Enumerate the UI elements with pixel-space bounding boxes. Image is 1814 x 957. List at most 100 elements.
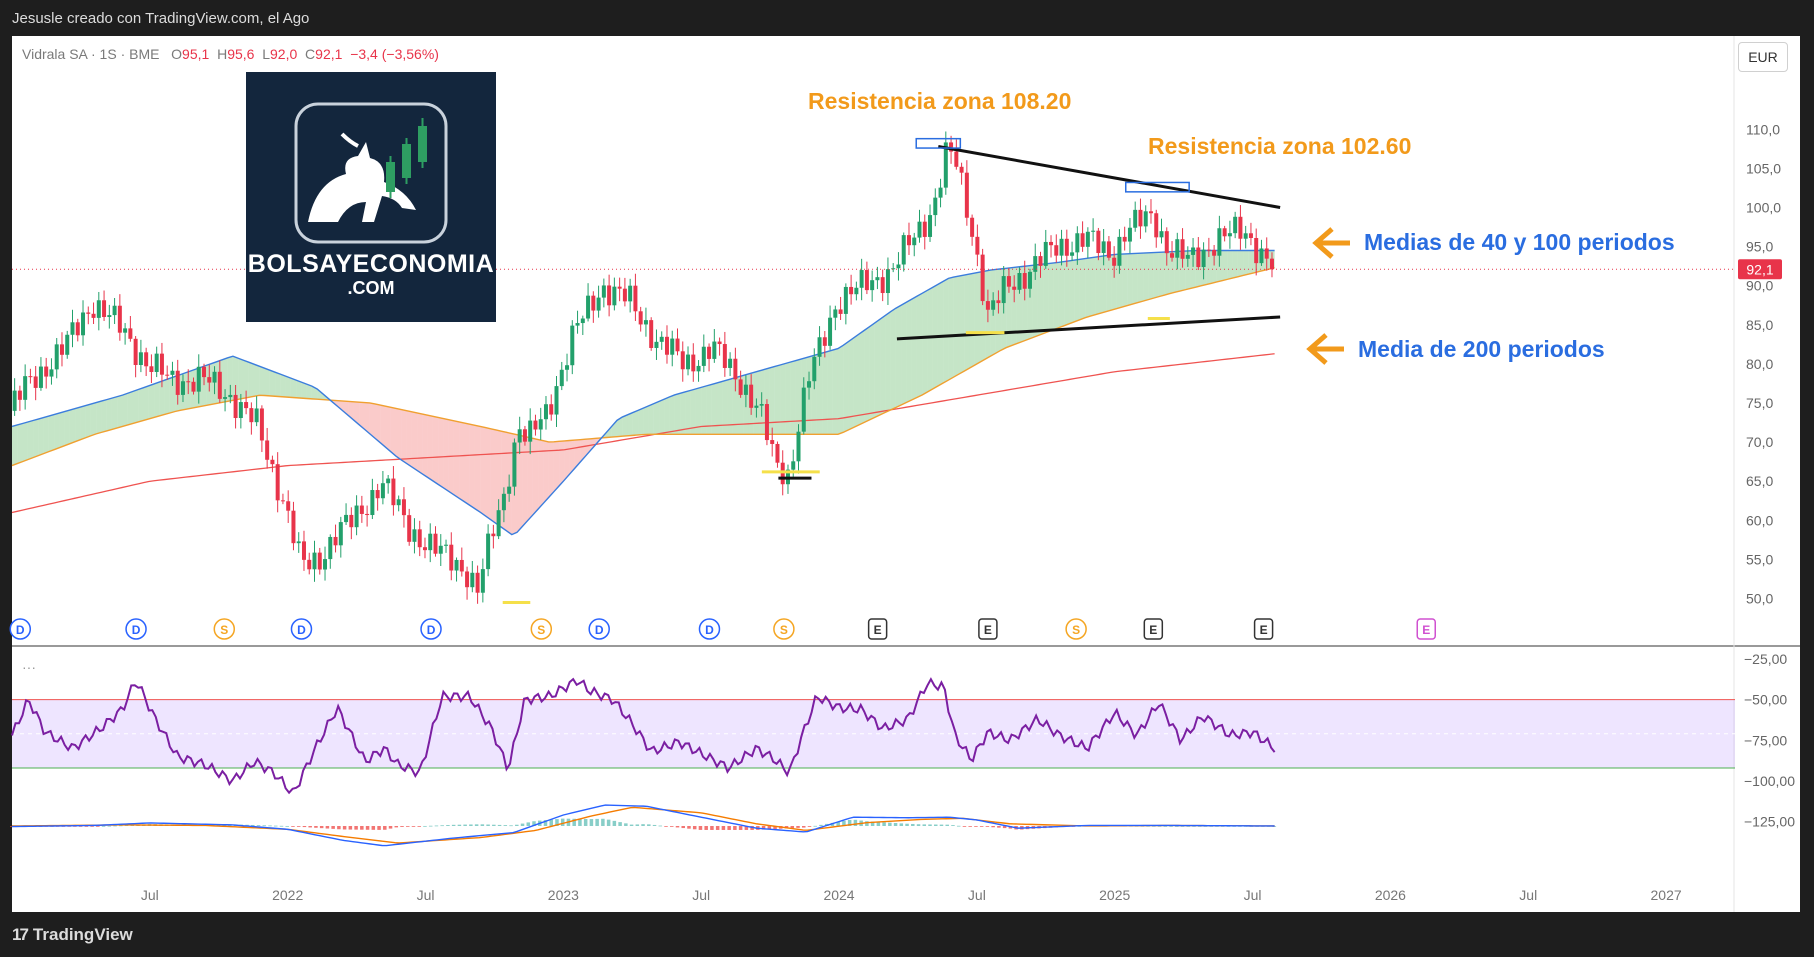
candle-body bbox=[138, 352, 143, 366]
ma-cloud-segment bbox=[1006, 267, 1012, 348]
candle-up bbox=[96, 291, 101, 331]
event-marker-s[interactable]: S bbox=[213, 618, 236, 640]
event-marker-e[interactable]: E bbox=[1143, 618, 1164, 640]
event-marker-s[interactable]: S bbox=[773, 618, 795, 640]
candle-down bbox=[270, 455, 275, 473]
candle-body bbox=[828, 317, 833, 346]
candle-body bbox=[44, 366, 49, 377]
ma-cloud-segment bbox=[1164, 251, 1170, 296]
candle-body bbox=[849, 286, 854, 295]
event-marker-e[interactable]: E bbox=[867, 618, 888, 640]
macd-histogram-bar bbox=[342, 826, 347, 830]
event-marker-label: D bbox=[427, 623, 436, 637]
candle-up bbox=[554, 375, 559, 427]
ma-cloud-segment bbox=[480, 426, 486, 516]
event-marker-d[interactable]: D bbox=[698, 618, 721, 640]
macd-histogram-bar bbox=[1186, 826, 1191, 827]
macd-histogram-bar bbox=[1152, 825, 1156, 827]
candle-up bbox=[380, 471, 385, 505]
candle-body bbox=[1070, 252, 1075, 256]
price-axis-tick-label: 75,0 bbox=[1746, 395, 1773, 411]
candle-down bbox=[401, 487, 406, 528]
price-axis-tick-label: 95,0 bbox=[1746, 239, 1773, 255]
ticker-legend[interactable]: Vidrala SA · 1S · BME O95,1 H95,6 L92,0 … bbox=[22, 46, 439, 62]
event-marker-e[interactable]: E bbox=[978, 618, 998, 640]
candle-up bbox=[759, 392, 764, 417]
candle-up bbox=[686, 346, 691, 376]
candle-up bbox=[328, 534, 333, 569]
ma-cloud-segment bbox=[64, 410, 70, 446]
event-marker-d[interactable]: D bbox=[125, 618, 147, 640]
candle-body bbox=[438, 545, 443, 554]
event-marker-d[interactable]: D bbox=[290, 618, 313, 640]
candle-body bbox=[291, 510, 296, 544]
candle-down bbox=[75, 318, 80, 342]
macd-histogram-bar bbox=[348, 826, 353, 830]
candle-up bbox=[23, 364, 28, 410]
event-marker-e[interactable]: E bbox=[1416, 618, 1436, 640]
candle-body bbox=[817, 337, 822, 357]
ma-cloud-segment bbox=[1179, 251, 1186, 292]
ma-cloud-segment bbox=[17, 423, 23, 464]
candle-down bbox=[849, 274, 854, 305]
ma-cloud-segment bbox=[275, 372, 281, 397]
candle-up bbox=[170, 361, 175, 386]
candle-body bbox=[407, 515, 412, 542]
candle-down bbox=[433, 526, 438, 557]
candle-body bbox=[1085, 231, 1090, 247]
macd-histogram-bar bbox=[383, 826, 387, 830]
ma-cloud-segment bbox=[380, 405, 386, 448]
candle-body bbox=[780, 462, 785, 485]
ma-cloud-segment bbox=[427, 415, 433, 481]
candle-up bbox=[338, 516, 343, 558]
candle-body bbox=[964, 172, 969, 218]
currency-button[interactable]: EUR bbox=[1738, 42, 1788, 72]
macd-histogram-bar bbox=[945, 824, 949, 826]
candle-up bbox=[1133, 201, 1138, 232]
candle-down bbox=[664, 325, 669, 364]
macd-histogram-bar bbox=[991, 826, 995, 828]
candle-up bbox=[728, 352, 733, 377]
candle-up bbox=[1027, 268, 1032, 298]
macd-histogram-bar bbox=[773, 826, 777, 830]
ma-cloud-segment bbox=[1090, 257, 1096, 317]
event-marker-s[interactable]: S bbox=[1065, 618, 1087, 640]
indicator-label: ··· bbox=[22, 659, 36, 675]
macd-histogram-bar bbox=[939, 824, 944, 826]
candle-body bbox=[375, 490, 380, 499]
candle-body bbox=[1101, 241, 1106, 254]
ma-cloud-segment bbox=[280, 374, 286, 397]
candle-down bbox=[1222, 225, 1227, 242]
ma-cloud-segment bbox=[12, 424, 18, 466]
ma-cloud-segment bbox=[80, 405, 86, 440]
candle-body bbox=[38, 366, 43, 388]
event-marker-d[interactable]: D bbox=[588, 618, 610, 640]
ma-cloud-segment bbox=[548, 441, 554, 498]
candle-body bbox=[180, 381, 185, 395]
ma-cloud-segment bbox=[90, 402, 97, 436]
macd-histogram-bar bbox=[893, 823, 898, 826]
candle-body bbox=[759, 404, 764, 406]
candle-down bbox=[349, 507, 354, 540]
price-axis-tick-label: 100,0 bbox=[1746, 199, 1781, 215]
event-marker-e[interactable]: E bbox=[1253, 618, 1274, 640]
candle-body bbox=[417, 529, 422, 548]
ma-cloud-segment bbox=[348, 401, 354, 421]
macd-histogram-bar bbox=[503, 825, 508, 826]
candle-up bbox=[696, 360, 701, 382]
candle-up bbox=[428, 523, 433, 563]
tradingview-brand[interactable]: 17 TradingView bbox=[12, 925, 133, 945]
ma-cloud-segment bbox=[1127, 253, 1133, 306]
candle-body bbox=[96, 300, 101, 318]
event-marker-d[interactable]: D bbox=[420, 618, 442, 640]
event-marker-s[interactable]: S bbox=[530, 618, 553, 640]
event-marker-label: D bbox=[705, 623, 714, 637]
event-marker-d[interactable]: D bbox=[9, 618, 32, 640]
ma-cloud-segment bbox=[85, 404, 91, 438]
price-axis-tick-label: 65,0 bbox=[1746, 473, 1773, 489]
close-label: C bbox=[305, 46, 316, 62]
macd-histogram-bar bbox=[916, 824, 921, 826]
ticker-symbol: Vidrala SA · 1S · BME bbox=[22, 46, 160, 62]
macd-histogram-bar bbox=[733, 826, 737, 830]
